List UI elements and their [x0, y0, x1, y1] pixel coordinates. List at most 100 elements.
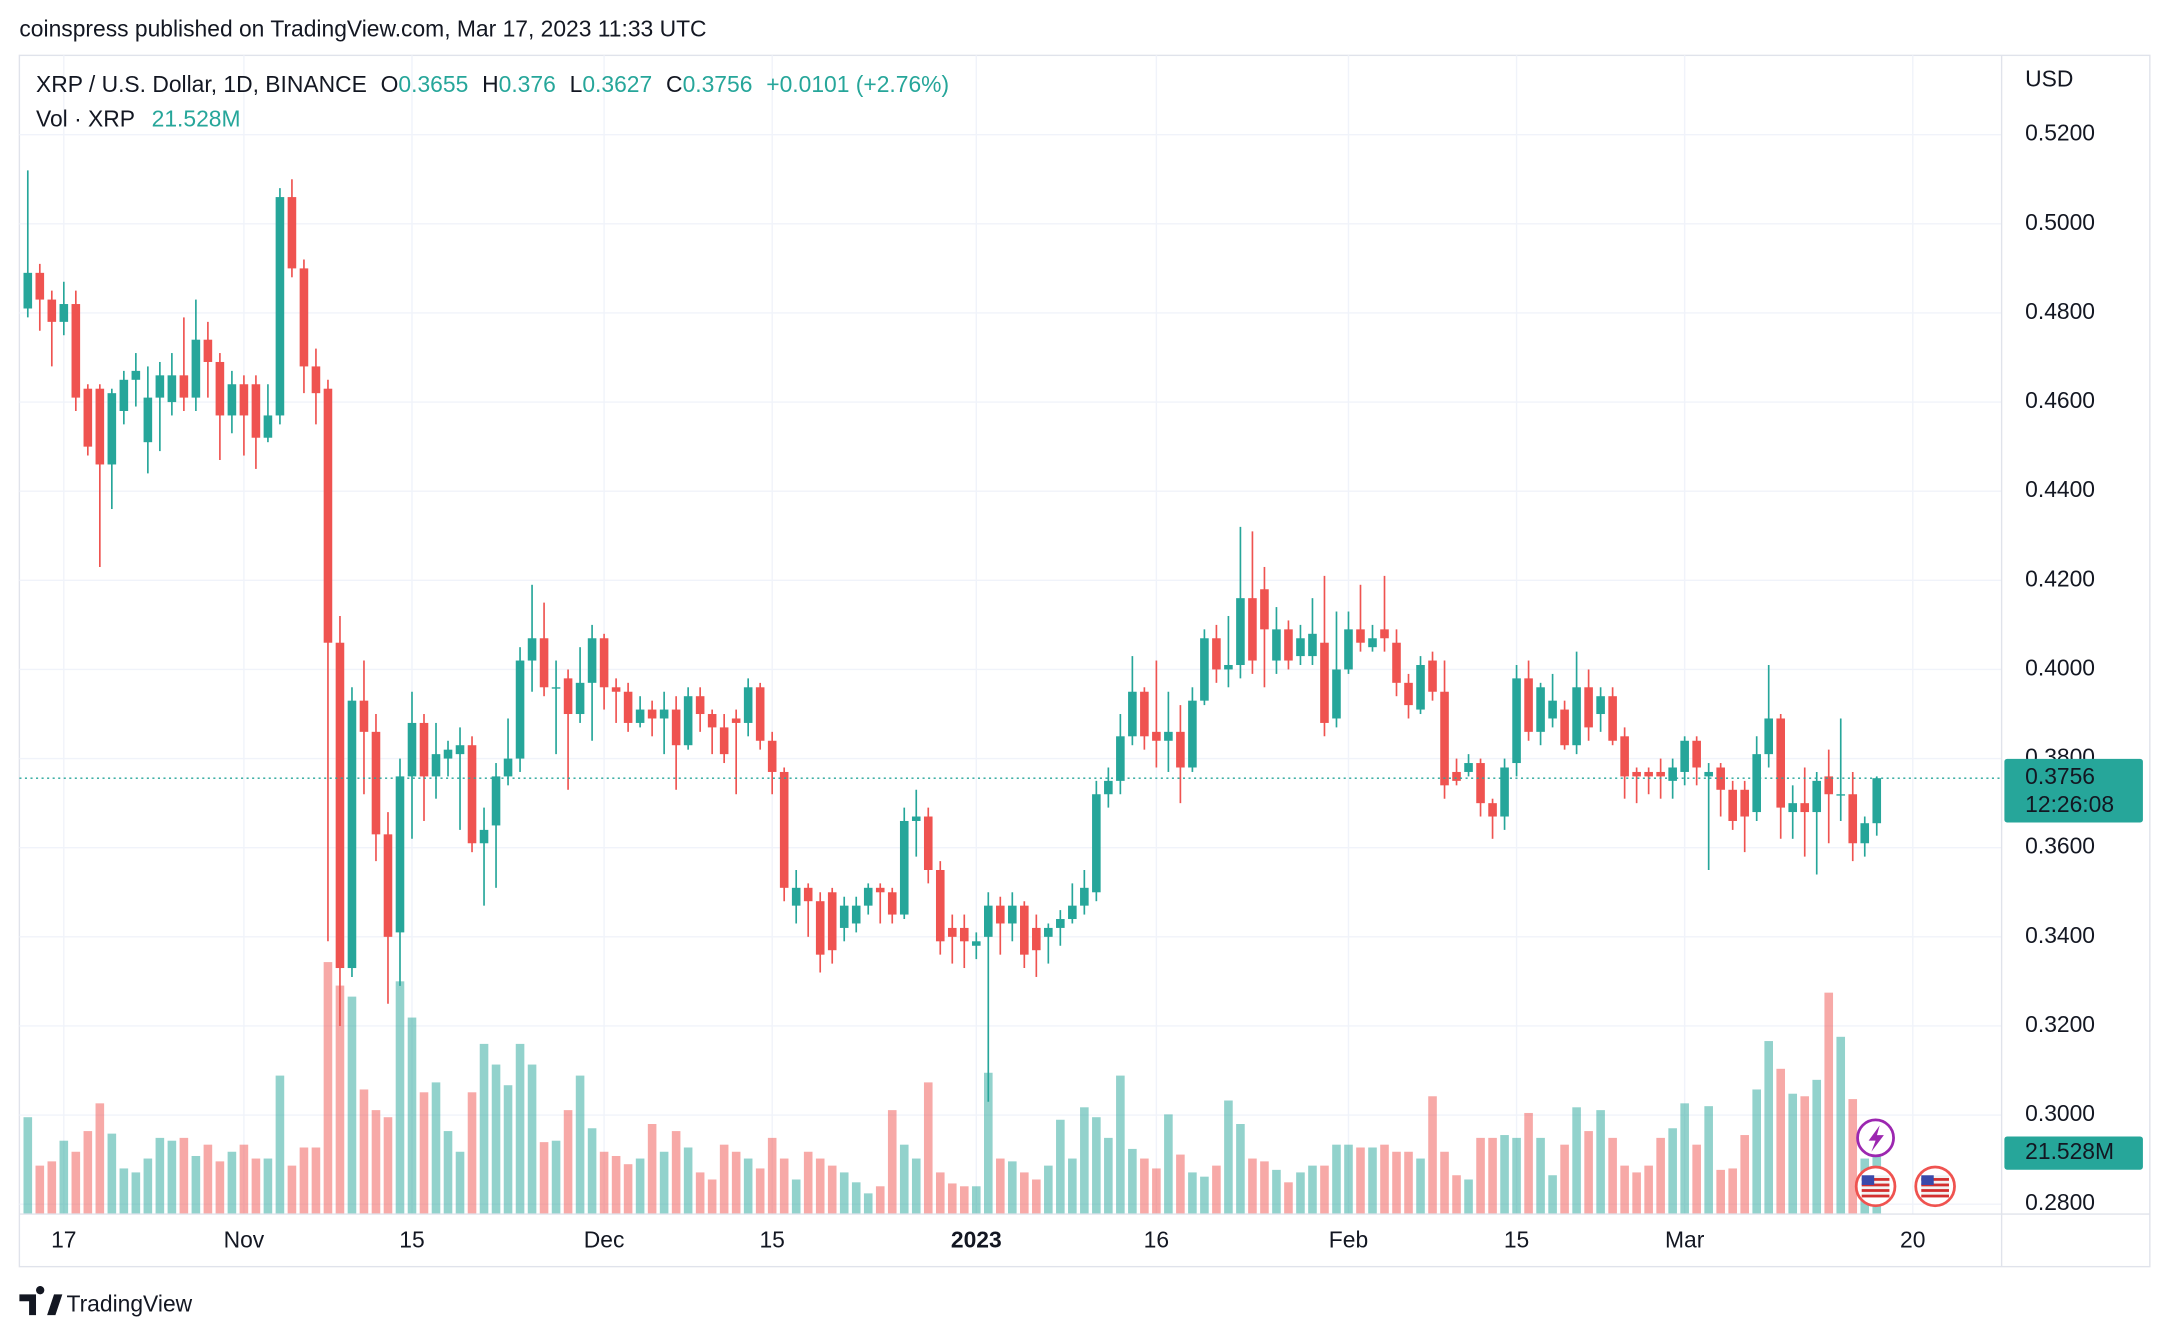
volume-bar: [1260, 1161, 1269, 1215]
volume-bar: [803, 1151, 813, 1215]
legend-volume: Vol · XRP 21.528M: [36, 105, 240, 131]
candle-body: [767, 740, 777, 772]
candle-body: [467, 745, 477, 844]
y-tick-label: 0.3200: [2025, 1011, 2095, 1037]
candle-body: [1104, 780, 1113, 795]
flag-icon: [1854, 1165, 1897, 1208]
o-value: 0.3655: [398, 71, 468, 97]
volume-bar: [347, 996, 357, 1215]
candle-body: [359, 700, 369, 732]
volume-bar: [515, 1043, 525, 1215]
candle-body: [527, 638, 537, 661]
legend-main: XRP / U.S. Dollar, 1D, BINANCE O0.3655 H0.…: [36, 71, 949, 97]
volume-bar: [179, 1137, 189, 1215]
volume-bar: [1380, 1144, 1389, 1215]
candle-body: [1224, 665, 1233, 670]
candle-body: [875, 887, 885, 893]
candle-body: [984, 905, 993, 937]
stripe: [1861, 1194, 1890, 1198]
volume-bar: [923, 1082, 933, 1215]
volume-bar: [1104, 1137, 1113, 1215]
candle-body: [479, 829, 489, 844]
candle-body: [863, 887, 873, 906]
candle-body: [383, 834, 393, 937]
candle-body: [503, 758, 513, 777]
change: +0.0101 (+2.76%): [766, 71, 949, 97]
candle-body: [1404, 682, 1413, 706]
candle-body: [1692, 740, 1701, 768]
volume-bar: [167, 1140, 177, 1215]
candle-body: [215, 361, 225, 416]
event-icons: [1854, 1118, 1956, 1208]
candle-body: [755, 687, 765, 741]
volume-bar: [527, 1064, 537, 1215]
flag-icon: [1914, 1165, 1956, 1208]
candle-body: [95, 388, 105, 465]
candle-body: [119, 379, 129, 411]
volume-bar: [1620, 1165, 1629, 1215]
volume-bar: [611, 1155, 621, 1215]
volume-bar: [1332, 1144, 1341, 1215]
candle-body: [1860, 823, 1870, 844]
volume-name: Vol · XRP: [36, 105, 135, 131]
candle-body: [1596, 696, 1605, 715]
candle-body: [107, 393, 117, 465]
candle-body: [1092, 794, 1101, 893]
volume-bar: [1068, 1158, 1077, 1215]
volume-bar: [131, 1172, 141, 1215]
candle-body: [1524, 678, 1533, 732]
candle-body: [1044, 927, 1053, 937]
l-value: 0.3627: [582, 71, 652, 97]
volume-bar: [863, 1193, 873, 1215]
candle-body: [455, 745, 465, 755]
volume-bar: [467, 1092, 477, 1215]
volume-bar: [251, 1158, 261, 1215]
y-tick-label: 0.4600: [2025, 387, 2095, 413]
candle-body: [1560, 709, 1569, 746]
volume-bar: [875, 1186, 885, 1215]
volume-bar: [203, 1144, 213, 1215]
candle-body: [407, 722, 417, 777]
volume-bar: [887, 1110, 897, 1215]
candle-body: [59, 304, 69, 322]
y-tick-label: 0.2800: [2025, 1189, 2095, 1215]
volume-bar: [143, 1158, 153, 1215]
candle-body: [431, 754, 441, 777]
volume-bar: [1692, 1144, 1701, 1215]
candle-body: [899, 820, 909, 915]
stripe: [1861, 1189, 1890, 1192]
candle-body: [419, 722, 429, 777]
candle-body: [1572, 687, 1581, 746]
y-tick-label: 0.5000: [2025, 209, 2095, 235]
candle-body: [935, 869, 945, 942]
candle-body: [1848, 794, 1858, 844]
volume-bar: [71, 1151, 81, 1215]
candle-body: [1008, 905, 1017, 924]
candle-body: [1140, 691, 1149, 737]
candle-body: [1608, 696, 1617, 741]
volume-bar: [263, 1158, 273, 1215]
x-tick-label: 15: [399, 1227, 424, 1253]
volume-bar: [947, 1183, 957, 1215]
candle-body: [815, 901, 825, 955]
o-label: O: [381, 71, 399, 97]
volume-bar: [95, 1103, 105, 1215]
candle-body: [1128, 691, 1137, 737]
volume-label-box: [2004, 1136, 2143, 1170]
candle-body: [35, 272, 45, 300]
candle-body: [623, 691, 633, 723]
candle-body: [23, 272, 33, 309]
volume-bar: [587, 1128, 597, 1215]
l-label: L: [570, 71, 583, 97]
candle-body: [251, 384, 261, 438]
volume-bar: [1452, 1175, 1461, 1215]
volume-bar: [1848, 1099, 1858, 1215]
candle-body: [1584, 687, 1593, 728]
volume-bar: [35, 1165, 45, 1215]
candle-body: [719, 727, 729, 755]
volume-bar: [1464, 1179, 1473, 1215]
volume-bar: [47, 1161, 57, 1215]
candle-body: [1644, 771, 1653, 777]
y-tick-label: 0.3000: [2025, 1100, 2095, 1126]
